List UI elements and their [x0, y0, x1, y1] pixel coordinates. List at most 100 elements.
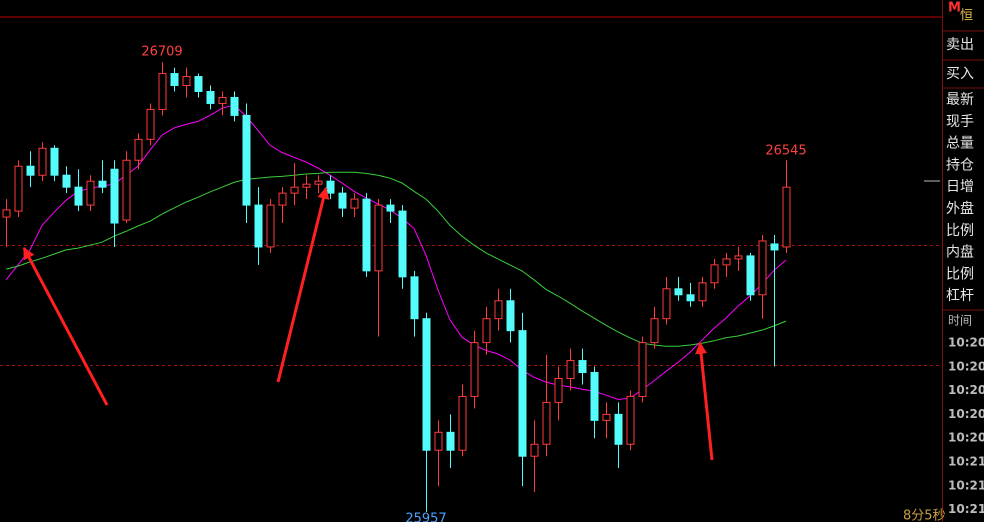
time-header: 时间 — [948, 314, 972, 328]
candle-body — [374, 204, 383, 272]
candle-body — [614, 413, 623, 445]
symbol[interactable]: 恒 — [960, 9, 973, 24]
trade-time: 10:20 — [948, 407, 984, 421]
arrow — [276, 186, 330, 383]
candle-body — [170, 73, 179, 87]
trade-time: 10:20 — [948, 359, 984, 373]
candle-body — [278, 192, 287, 206]
candle-body — [782, 186, 791, 248]
candle-body — [686, 294, 695, 302]
candle-body — [206, 90, 215, 104]
candle-body — [770, 243, 779, 251]
trade-time: 10:20 — [948, 336, 984, 350]
candle-body — [602, 413, 611, 421]
candle-body — [74, 186, 83, 206]
candle-body — [386, 204, 395, 212]
candle-body — [722, 258, 731, 266]
buy-button[interactable]: 买入 — [946, 66, 974, 82]
candle-body — [350, 198, 359, 209]
timer: 8分5秒 — [903, 509, 946, 522]
candle-body — [542, 401, 551, 445]
logo-mark: M — [948, 1, 961, 16]
candle-body — [326, 180, 335, 194]
quote-field: 内盘 — [946, 244, 974, 261]
candle-body — [158, 73, 167, 110]
candle-body — [38, 147, 47, 176]
side-panel: M 恒 卖出 买入 时间 最新现手总量持仓日增外盘比例内盘比例杠杆10:2010… — [943, 1, 984, 516]
candle-body — [662, 288, 671, 320]
candle-body — [710, 264, 719, 284]
candle-body — [194, 76, 203, 92]
candle-body — [314, 180, 323, 185]
quote-field: 现手 — [946, 114, 974, 130]
candle-body — [134, 138, 143, 161]
candle-body — [410, 276, 419, 320]
candle-body — [434, 431, 443, 451]
candle-body — [518, 330, 527, 457]
quote-field: 总量 — [946, 136, 974, 152]
candle-body — [242, 114, 251, 206]
arrow — [22, 246, 109, 406]
quote-field: 比例 — [946, 223, 974, 239]
quote-field: 最新 — [946, 92, 974, 108]
candle-body — [62, 174, 71, 188]
candle-body — [626, 395, 635, 445]
candle-body — [506, 300, 515, 332]
sell-button[interactable]: 卖出 — [946, 37, 974, 53]
candle-body — [650, 318, 659, 344]
candle-body — [2, 209, 11, 218]
candle-body — [470, 342, 479, 397]
moving-average-line — [5, 171, 787, 347]
candle-body — [458, 395, 467, 451]
candle-body — [590, 372, 599, 421]
candle-body — [530, 443, 539, 457]
last-high-label: 26545 — [765, 144, 806, 159]
candle-body — [554, 377, 563, 403]
trade-time: 10:20 — [948, 431, 984, 445]
candle-body — [182, 76, 191, 87]
candle-body — [230, 96, 239, 116]
candle-body — [578, 360, 587, 374]
quote-field: 日增 — [946, 179, 974, 195]
trade-time: 10:21 — [948, 455, 984, 469]
candle-body — [266, 204, 275, 248]
candle-body — [254, 204, 263, 248]
moving-average-line — [5, 104, 787, 400]
candle-body — [758, 240, 767, 296]
candle-body — [98, 180, 107, 188]
arrow — [695, 341, 714, 461]
candle-body — [446, 431, 455, 451]
candle-body — [422, 318, 431, 451]
candle-body — [122, 159, 131, 221]
candle-body — [110, 168, 119, 224]
quote-field: 比例 — [946, 266, 974, 282]
candle-body — [494, 300, 503, 320]
candle-body — [26, 165, 35, 176]
candle-body — [746, 255, 755, 296]
candle-body — [50, 147, 59, 176]
candle-body — [14, 165, 23, 212]
candle-body — [482, 318, 491, 344]
low-label: 25957 — [405, 511, 446, 522]
quote-field: 外盘 — [946, 200, 974, 217]
candle-body — [302, 183, 311, 188]
candle-body — [638, 342, 647, 397]
candle-body — [338, 192, 347, 209]
quote-field: 杠杆 — [946, 288, 974, 304]
annotation-arrows — [22, 186, 714, 461]
candle-body — [218, 96, 227, 104]
high-label: 26709 — [141, 45, 182, 60]
trade-time: 10:20 — [948, 383, 984, 397]
candle-body — [698, 282, 707, 302]
candle-body — [290, 186, 299, 194]
candle-body — [398, 210, 407, 278]
candle-body — [86, 180, 95, 206]
candle-body — [146, 108, 155, 140]
trade-time: 10:21 — [948, 502, 984, 516]
plot-area — [0, 62, 940, 512]
candle-body — [566, 360, 575, 379]
candle-body — [674, 288, 683, 296]
candle-body — [362, 198, 371, 272]
